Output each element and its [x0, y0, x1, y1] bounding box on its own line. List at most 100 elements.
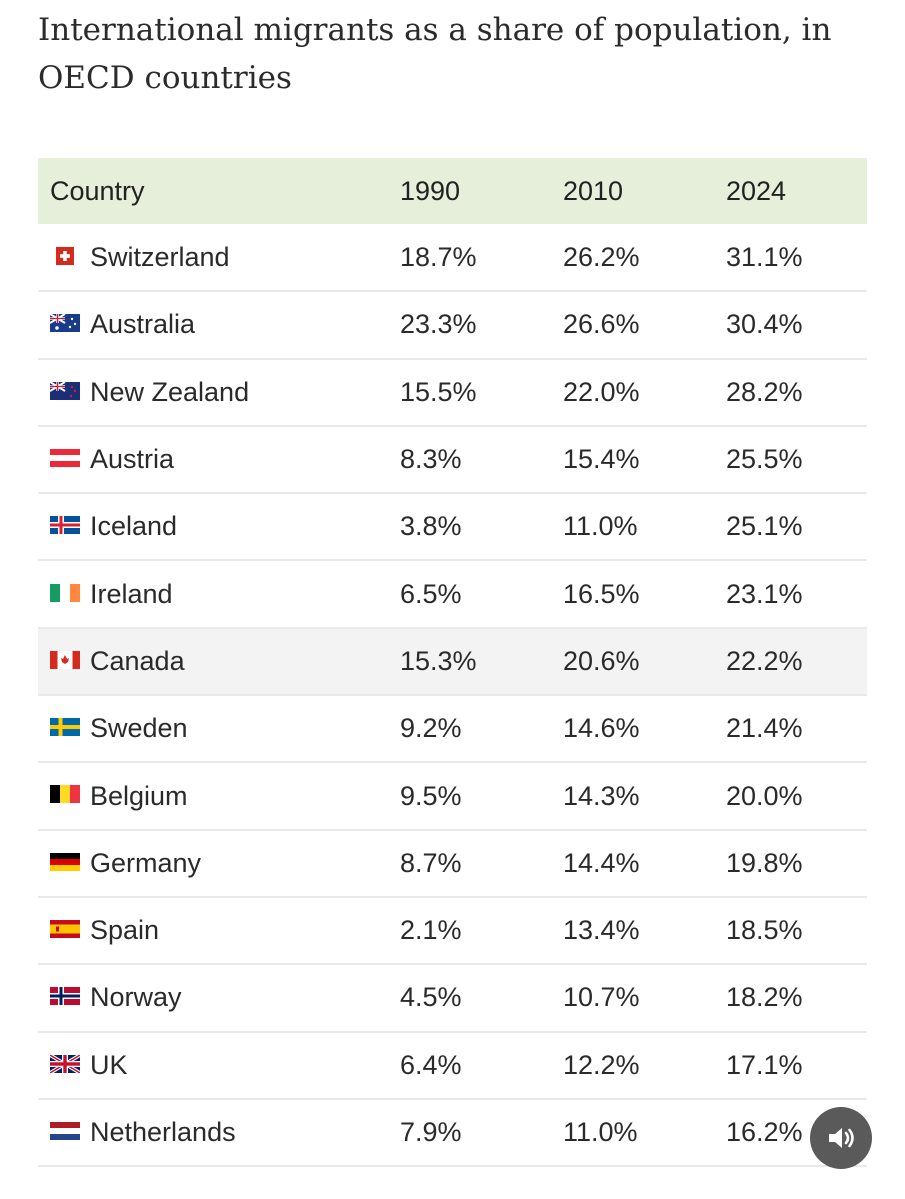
country-cell: Norway: [38, 964, 400, 1031]
value-2010: 14.4%: [563, 847, 640, 878]
ireland-flag-icon: [50, 583, 80, 602]
value-2010: 22.0%: [563, 376, 640, 407]
table-row: UK 6.4% 12.2% 17.1%: [38, 1032, 867, 1099]
value-2010: 11.0%: [563, 1117, 638, 1147]
country-name: Ireland: [90, 578, 173, 609]
value-1990: 2.1%: [400, 915, 462, 946]
column-header-1990: 1990: [400, 175, 461, 206]
table-body: Switzerland 18.7% 26.2% 31.1% Australia 23.3%…: [38, 224, 867, 1167]
value-2024: 31.1%: [726, 241, 803, 272]
value-2024: 30.4%: [726, 309, 803, 340]
page-title: International migrants as a share of pop…: [38, 12, 832, 96]
value-2010: 14.6%: [563, 713, 640, 744]
audio-toggle-button[interactable]: [810, 1107, 872, 1169]
country-cell: Netherlands: [38, 1099, 400, 1166]
table-row: Canada 15.3% 20.6% 22.2%: [38, 627, 867, 696]
value-2024: 23.1%: [726, 578, 803, 609]
country-name: Germany: [90, 847, 202, 878]
country-name: Norway: [90, 982, 182, 1013]
value-2010: 14.3%: [563, 780, 640, 811]
country-name: Austria: [90, 444, 175, 475]
column-header-2024: 2024: [726, 175, 787, 206]
table-row: New Zealand 15.5% 22.0% 28.2%: [38, 359, 867, 426]
sweden-flag-icon: [50, 718, 80, 737]
value-1990: 6.4%: [400, 1049, 462, 1080]
table-row: Belgium 9.5% 14.3% 20.0%: [38, 762, 867, 830]
table-row: Netherlands 7.9% 11.0% 16.2%: [38, 1099, 867, 1167]
value-1990: 4.5%: [400, 982, 462, 1013]
country-cell: Australia: [38, 291, 400, 358]
country-cell: Germany: [38, 830, 400, 897]
value-2024: 28.2%: [726, 376, 803, 407]
canada-flag-icon: [50, 650, 80, 669]
uk-flag-icon: [50, 1054, 80, 1073]
column-header-2010: 2010: [563, 175, 624, 206]
value-1990: 15.3%: [400, 645, 477, 676]
table-row: Sweden 9.2% 14.6% 21.4%: [38, 695, 867, 763]
new-zealand-flag-icon: [50, 381, 80, 400]
belgium-flag-icon: [50, 785, 80, 804]
netherlands-flag-icon: [50, 1121, 80, 1140]
speaker-icon: [829, 1128, 854, 1148]
value-2024: 18.2%: [726, 982, 803, 1013]
table-row: Norway 4.5% 10.7% 18.2%: [38, 964, 867, 1032]
table-row: Austria 8.3% 15.4% 25.5%: [38, 426, 867, 494]
austria-flag-icon: [50, 448, 80, 467]
country-cell: Austria: [38, 426, 400, 493]
country-name: Netherlands: [90, 1117, 236, 1147]
table-row: Spain 2.1% 13.4% 18.5%: [38, 897, 867, 965]
country-name: Australia: [90, 309, 196, 340]
value-1990: 9.5%: [400, 780, 462, 811]
value-2024: 25.1%: [726, 511, 803, 542]
country-cell: New Zealand: [38, 359, 400, 426]
value-1990: 8.7%: [400, 847, 462, 878]
country-name: New Zealand: [90, 376, 250, 407]
value-2010: 13.4%: [563, 915, 640, 946]
iceland-flag-icon: [50, 516, 80, 535]
value-1990: 6.5%: [400, 578, 462, 609]
table-row: Ireland 6.5% 16.5% 23.1%: [38, 560, 867, 628]
value-1990: 7.9%: [400, 1117, 462, 1147]
value-2024: 18.5%: [726, 915, 803, 946]
australia-flag-icon: [50, 314, 80, 333]
value-2010: 12.2%: [563, 1049, 640, 1080]
norway-flag-icon: [50, 987, 80, 1006]
migrants-table: Country 1990 2010 2024 Switzerland 18.7% 2…: [38, 158, 867, 1167]
value-1990: 18.7%: [400, 241, 477, 272]
value-2010: 15.4%: [563, 444, 640, 475]
value-2010: 10.7%: [563, 982, 640, 1013]
country-name: Canada: [90, 645, 185, 676]
value-2024: 20.0%: [726, 780, 803, 811]
switzerland-flag-icon: [50, 246, 80, 265]
value-1990: 8.3%: [400, 444, 462, 475]
country-cell: Ireland: [38, 560, 400, 627]
country-cell: Switzerland: [38, 224, 400, 291]
table-header-row: Country 1990 2010 2024: [38, 158, 867, 224]
country-cell: Sweden: [38, 695, 400, 762]
country-name: Belgium: [90, 780, 188, 811]
value-2024: 17.1%: [726, 1049, 803, 1080]
table-row: Switzerland 18.7% 26.2% 31.1%: [38, 224, 867, 292]
table-row: Australia 23.3% 26.6% 30.4%: [38, 291, 867, 359]
country-cell: Iceland: [38, 493, 400, 560]
country-name: Sweden: [90, 713, 188, 744]
value-2010: 26.6%: [563, 309, 640, 340]
value-2010: 20.6%: [563, 645, 640, 676]
table-row: Iceland 3.8% 11.0% 25.1%: [38, 493, 867, 561]
column-header-country: Country: [50, 175, 145, 206]
country-name: Spain: [90, 915, 160, 946]
value-1990: 15.5%: [400, 376, 477, 407]
table-row: Germany 8.7% 14.4% 19.8%: [38, 830, 867, 897]
value-2010: 11.0%: [563, 511, 638, 542]
value-2024: 21.4%: [726, 713, 803, 744]
country-cell: Belgium: [38, 762, 400, 829]
country-name: Iceland: [90, 511, 178, 542]
country-name: UK: [90, 1049, 128, 1080]
value-2010: 26.2%: [563, 241, 640, 272]
value-1990: 23.3%: [400, 309, 477, 340]
value-2010: 16.5%: [563, 578, 640, 609]
value-2024: 25.5%: [726, 444, 803, 475]
value-2024: 22.2%: [726, 645, 803, 676]
country-cell: UK: [38, 1032, 400, 1099]
country-name: Switzerland: [90, 241, 230, 272]
